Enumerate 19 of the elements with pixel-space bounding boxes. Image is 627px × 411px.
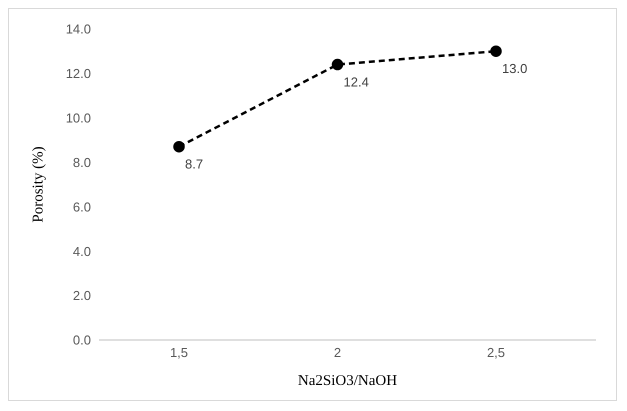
x-tick-label: 2 [334,345,342,360]
y-tick-label: 6.0 [72,199,91,214]
y-tick-label: 10.0 [66,110,91,126]
y-tick-label: 4.0 [72,244,91,259]
x-axis-title: Na2SiO3/NaOH [298,373,398,389]
point [173,140,185,152]
x-tick-label: 2,5 [486,345,506,360]
y-tick-label: 0.0 [72,332,91,348]
point [490,45,502,57]
y-tick-label: 2.0 [72,288,91,304]
y-tick-label: 12.0 [66,66,91,82]
point [332,58,344,70]
y-tick-label: 14.0 [66,22,91,37]
y-axis-title: Porosity (%) [30,146,46,223]
data-label: 12.4 [344,74,369,90]
y-tick-label: 8.0 [72,154,91,170]
x-tick-label: 1,5 [170,345,188,360]
data-label: 8.7 [185,156,204,172]
data-label: 13.0 [502,61,528,76]
